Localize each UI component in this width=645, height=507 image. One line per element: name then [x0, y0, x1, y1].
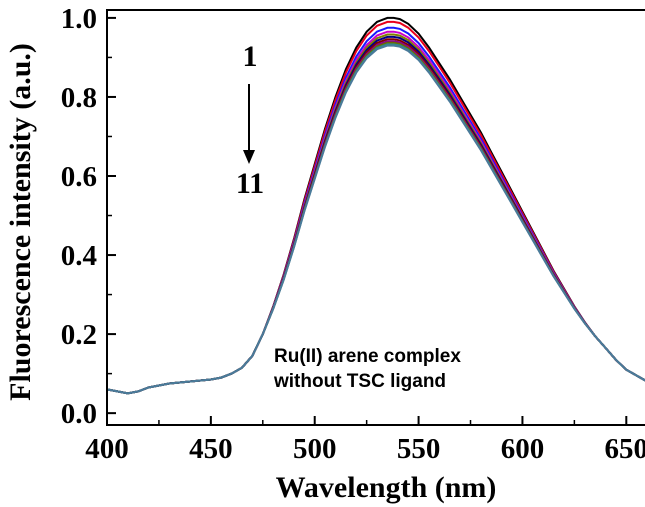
- x-axis-title: Wavelength (nm): [276, 471, 497, 504]
- series-line-2: [106, 20, 645, 395]
- y-axis-ticks: [107, 16, 116, 415]
- series-line-1: [106, 16, 645, 395]
- x-tick-label: 500: [293, 433, 337, 465]
- series-line-4: [106, 30, 645, 395]
- annotation-line-1: Ru(II) arene complex: [274, 346, 461, 367]
- arrow-end-label: 11: [236, 167, 264, 200]
- decrease-arrow-head: [243, 150, 255, 164]
- y-tick-label: 0.8: [61, 82, 97, 114]
- y-tick-labels: 0.0 0.2 0.4 0.6 0.8 1.0: [61, 3, 97, 430]
- y-tick-label: 0.0: [61, 398, 97, 430]
- y-axis-title: Fluorescence intensity (a.u.): [4, 43, 37, 401]
- series-line-6: [106, 35, 645, 395]
- x-tick-label: 650: [605, 433, 645, 465]
- series-line-11: [106, 44, 645, 395]
- x-tick-label: 450: [189, 433, 233, 465]
- y-tick-label: 0.2: [61, 319, 97, 351]
- x-tick-label: 400: [85, 433, 129, 465]
- annotation-line-2: without TSC ligand: [273, 371, 446, 392]
- spectra-curves: [106, 16, 645, 395]
- series-line-5: [106, 33, 645, 395]
- x-tick-label: 600: [501, 433, 545, 465]
- arrow-start-label: 1: [243, 40, 258, 73]
- series-line-10: [106, 43, 645, 395]
- x-axis-ticks: [106, 416, 628, 425]
- x-tick-labels: 400 450 500 550 600 650: [85, 433, 645, 465]
- series-line-7: [106, 38, 645, 395]
- x-tick-label: 550: [397, 433, 441, 465]
- series-line-8: [106, 40, 645, 395]
- plot-frame: [106, 9, 645, 426]
- y-tick-label: 0.4: [61, 240, 97, 272]
- series-line-9: [106, 41, 645, 395]
- y-tick-label: 1.0: [61, 3, 97, 35]
- series-line-3: [106, 26, 645, 395]
- y-tick-label: 0.6: [61, 161, 97, 193]
